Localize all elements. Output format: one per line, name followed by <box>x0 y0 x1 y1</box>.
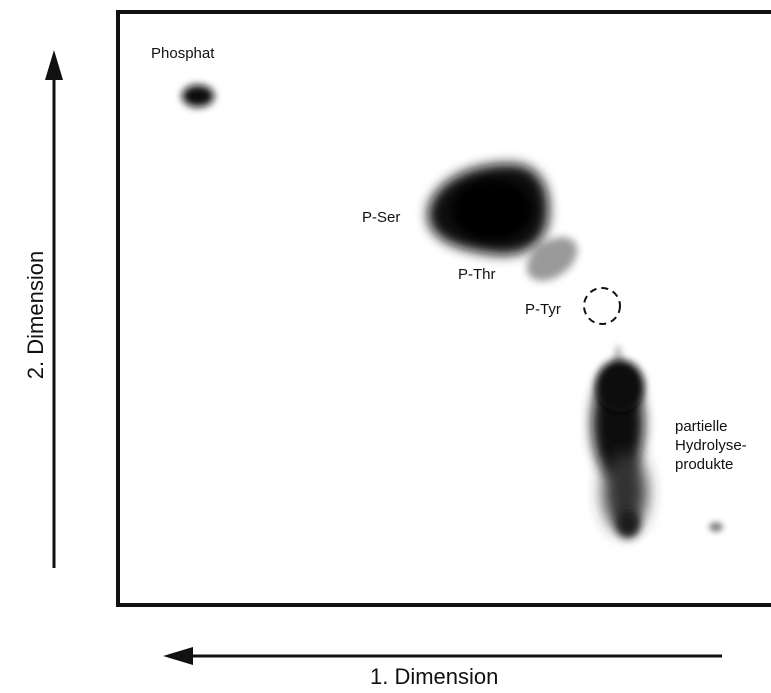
label-hydrolyse-line-2: Hydrolyse- <box>675 437 747 454</box>
y-axis-title: 2. Dimension <box>23 250 48 380</box>
chromatography-plate: Phosphat P-Ser P-Thr P-Tyr partielle Hyd… <box>116 10 771 607</box>
spots-layer <box>182 85 723 538</box>
label-hydrolyse-line-3: produkte <box>675 456 734 473</box>
spot-small-right <box>709 522 723 532</box>
label-hydrolyse-line-1: partielle <box>675 418 728 435</box>
x-axis-arrow <box>163 647 722 665</box>
spot-p-thr <box>526 237 578 281</box>
x-axis-title: 1. Dimension <box>370 664 499 689</box>
y-axis-arrow <box>45 50 63 568</box>
label-p-tyr: P-Tyr <box>525 301 561 318</box>
spot-phosphat <box>182 85 214 107</box>
spot-p-ser <box>427 163 549 255</box>
p-tyr-marker-circle <box>583 287 621 325</box>
label-phosphat: Phosphat <box>151 45 215 62</box>
label-p-thr: P-Thr <box>458 266 496 283</box>
label-p-ser: P-Ser <box>362 209 401 226</box>
spot-hydrolyse-streak <box>592 345 647 538</box>
